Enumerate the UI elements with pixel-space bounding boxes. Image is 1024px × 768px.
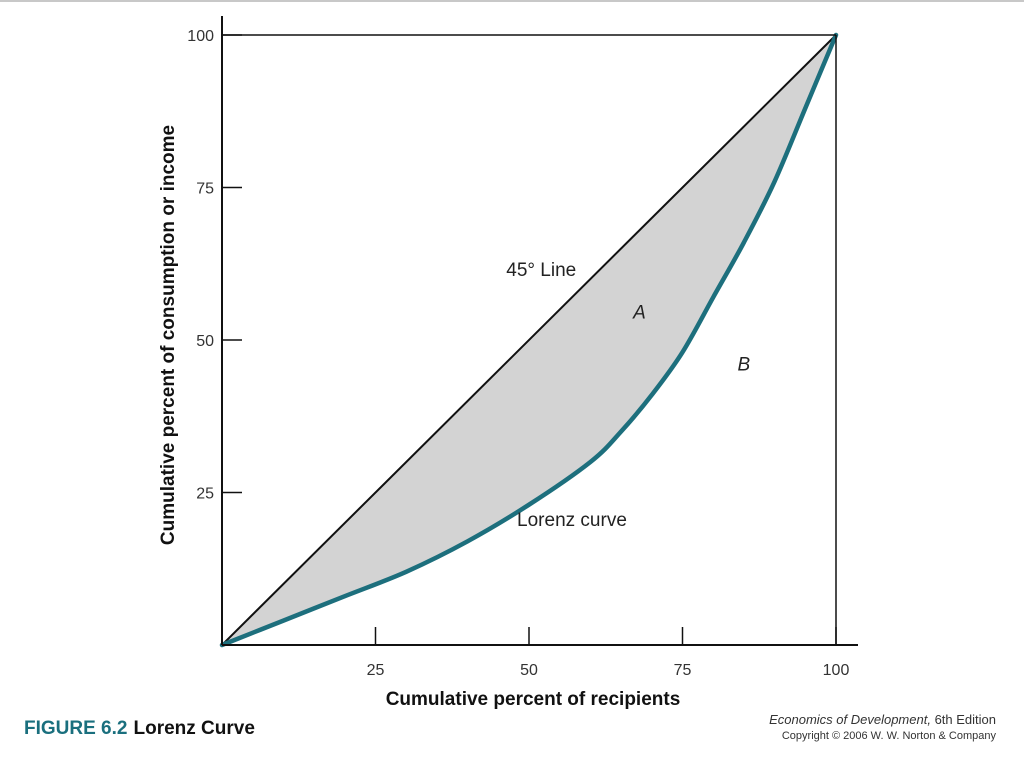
axes [221, 16, 858, 646]
annotation-a: A [632, 303, 646, 324]
y-tick-label-75: 75 [196, 181, 214, 198]
x-tick-label-50: 50 [520, 662, 538, 679]
annotation-b: B [738, 355, 751, 376]
figure-title: Lorenz Curve [133, 718, 255, 739]
series-line-45-degree [221, 34, 837, 646]
annotations: 45° Line A B Lorenz curve [506, 260, 750, 531]
x-tick-label-75: 75 [674, 662, 692, 679]
annotation-lorenz-curve: Lorenz curve [517, 510, 627, 531]
ticks: 25 50 75 100 25 50 75 100 [187, 28, 849, 679]
x-tick-label-25: 25 [367, 662, 385, 679]
y-tick-label-100: 100 [187, 28, 214, 45]
top-rule [0, 0, 1024, 2]
y-axis-title: Cumulative percent of consumption or inc… [158, 125, 179, 545]
annotation-45-line: 45° Line [506, 260, 576, 281]
series-line-lorenz-curve [219, 32, 839, 648]
figure-number: FIGURE 6.2 [24, 718, 128, 739]
x-axis-title: Cumulative percent of recipients [386, 689, 681, 710]
x-tick-label-100: 100 [823, 662, 850, 679]
book-title: Economics of Development, [769, 712, 931, 727]
book-edition: 6th Edition [934, 712, 996, 727]
figure-caption: FIGURE 6.2 Lorenz Curve [24, 718, 255, 740]
book-title-line: Economics of Development, 6th Edition [769, 712, 996, 727]
y-tick-label-50: 50 [196, 333, 214, 350]
publisher-credit: Economics of Development, 6th Edition Co… [769, 712, 996, 742]
y-tick-label-25: 25 [196, 486, 214, 503]
copyright-notice: Copyright © 2006 W. W. Norton & Company [781, 730, 996, 742]
